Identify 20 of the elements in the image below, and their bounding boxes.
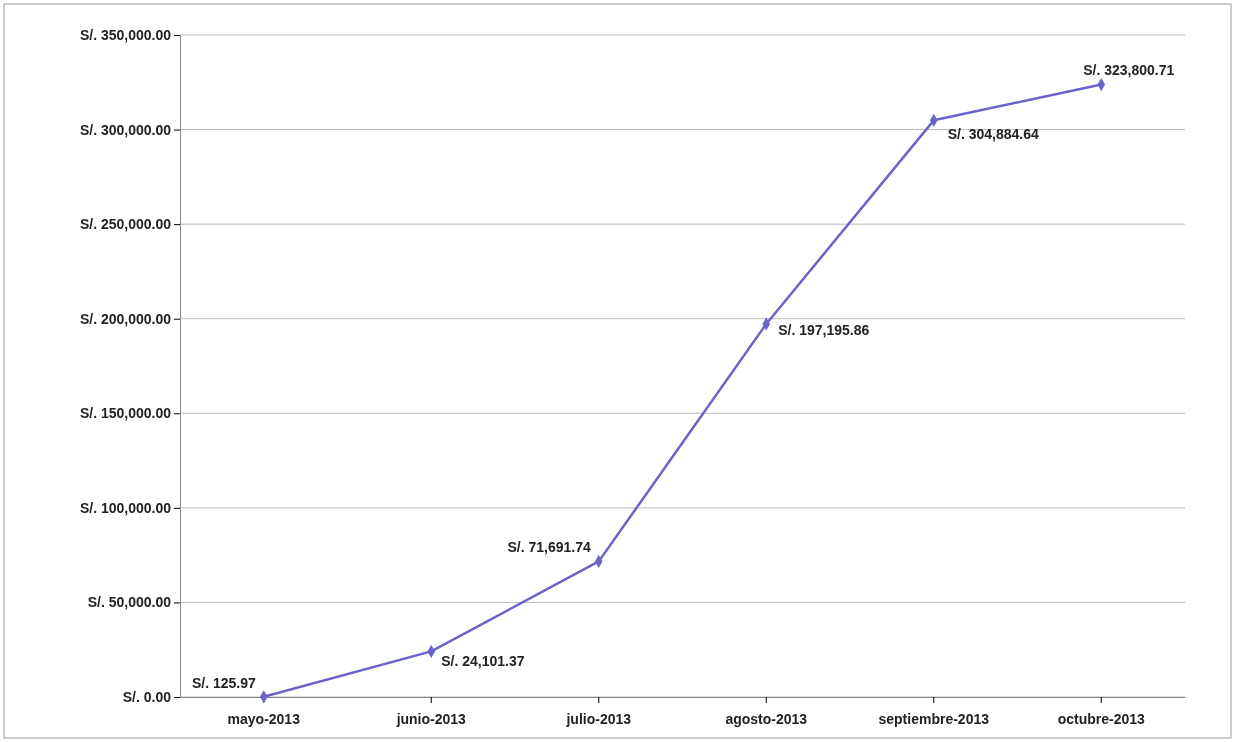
data-label: S/. 197,195.86 (778, 321, 870, 338)
y-tick-label: S/. 0.00 (122, 688, 172, 705)
y-tick-label: S/. 50,000.00 (87, 594, 172, 611)
x-tick-label: septiembre-2013 (878, 711, 990, 728)
data-label: S/. 304,884.64 (947, 126, 1040, 143)
y-tick-label: S/. 350,000.00 (79, 26, 172, 43)
x-tick-label: julio-2013 (565, 711, 632, 728)
x-tick-label: agosto-2013 (725, 711, 808, 728)
y-tick-label: S/. 150,000.00 (79, 405, 172, 422)
x-tick-label: mayo-2013 (227, 711, 301, 728)
y-tick-label: S/. 300,000.00 (79, 121, 172, 138)
y-tick-label: S/. 250,000.00 (79, 216, 172, 233)
data-label: S/. 24,101.37 (441, 653, 525, 670)
x-tick-label: octubre-2013 (1057, 711, 1146, 728)
x-tick-label: junio-2013 (395, 711, 467, 728)
y-tick-label: S/. 200,000.00 (79, 310, 172, 327)
y-tick-label: S/. 100,000.00 (79, 499, 172, 516)
data-label: S/. 71,691.74 (507, 539, 591, 556)
data-label: S/. 125.97 (191, 674, 256, 691)
data-label: S/. 323,800.71 (1083, 62, 1175, 79)
